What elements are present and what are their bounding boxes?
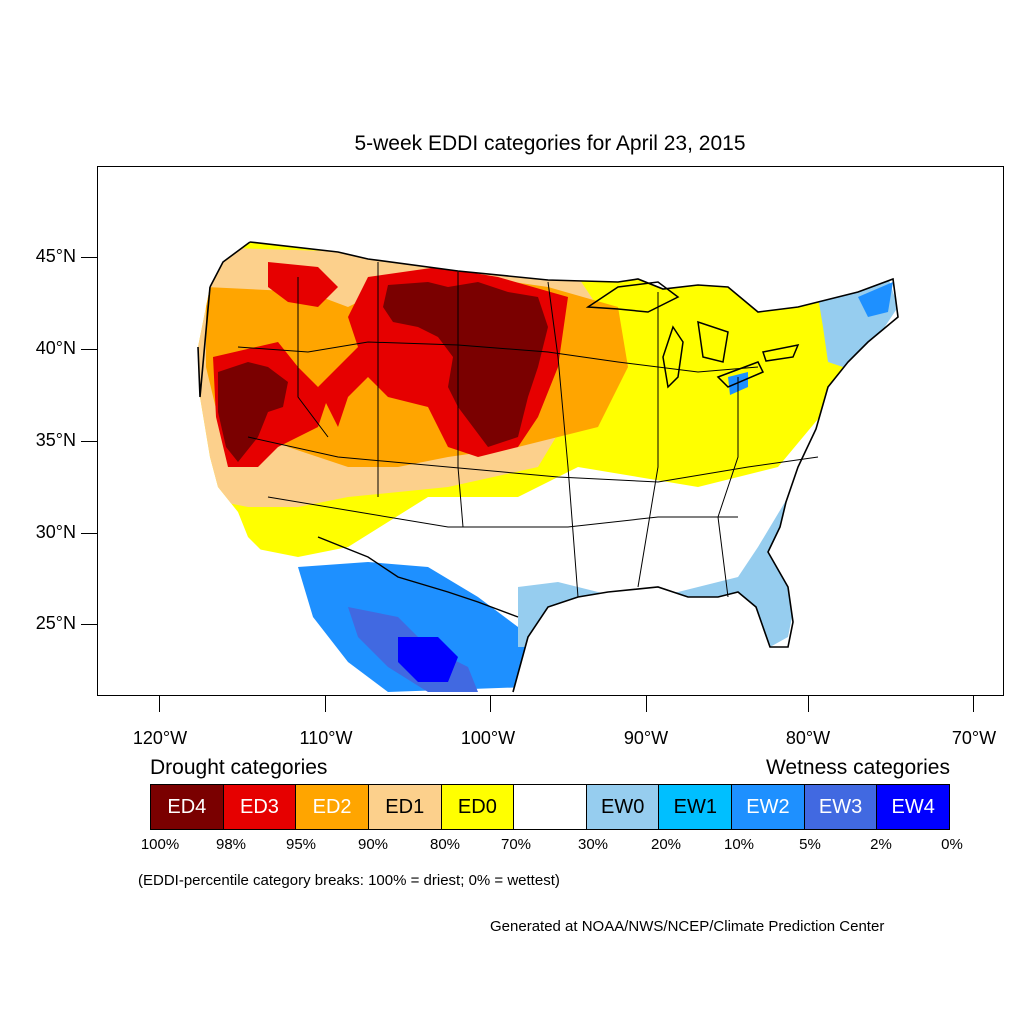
swatch-ew2: EW2 bbox=[732, 785, 805, 829]
lake-ontario bbox=[762, 343, 800, 362]
category-fill bbox=[198, 242, 898, 692]
lon-tick-110 bbox=[325, 696, 326, 712]
drought-heading: Drought categories bbox=[150, 756, 328, 779]
swatch-ed2: ED2 bbox=[296, 785, 369, 829]
great-lakes bbox=[585, 281, 800, 389]
category-note: (EDDI-percentile category breaks: 100% =… bbox=[138, 872, 560, 889]
state-line-3 bbox=[267, 496, 738, 528]
state-line-1 bbox=[237, 341, 759, 373]
break-label: 95% bbox=[285, 836, 317, 853]
lon-label-100: 100°W bbox=[460, 728, 516, 748]
state-line-9 bbox=[717, 377, 739, 598]
lake-michigan bbox=[662, 325, 684, 389]
ew2-mexico bbox=[298, 562, 538, 692]
coastline-northwest bbox=[209, 241, 251, 288]
ew4-mexico bbox=[398, 637, 458, 682]
break-label: 20% bbox=[650, 836, 682, 853]
lat-label-40: 40°N bbox=[35, 338, 76, 358]
lat-label-35: 35°N bbox=[35, 430, 76, 450]
break-label: 98% bbox=[215, 836, 247, 853]
lon-tick-70 bbox=[973, 696, 974, 712]
lake-huron bbox=[697, 320, 729, 363]
break-label: 10% bbox=[723, 836, 755, 853]
break-label: 70% bbox=[500, 836, 532, 853]
ed4-plains bbox=[383, 282, 548, 447]
ed3-northwest bbox=[268, 262, 338, 307]
break-label: 100% bbox=[140, 836, 180, 853]
swatch-ew3: EW3 bbox=[804, 785, 878, 829]
state-line-8 bbox=[637, 292, 659, 588]
lake-superior bbox=[585, 281, 680, 313]
swatch-neutral bbox=[514, 785, 587, 829]
coastline-west bbox=[197, 286, 211, 398]
lake-erie bbox=[716, 361, 765, 388]
coastline bbox=[249, 241, 899, 693]
state-line-7 bbox=[547, 281, 579, 598]
category-legend: ED4 ED3 ED2 ED1 ED0 EW0 EW1 EW2 EW3 EW4 bbox=[150, 784, 950, 830]
swatch-ed1: ED1 bbox=[368, 785, 442, 829]
swatch-ew0: EW0 bbox=[586, 785, 660, 829]
break-label: 2% bbox=[870, 836, 892, 853]
credit-line: Generated at NOAA/NWS/NCEP/Climate Predi… bbox=[490, 918, 885, 935]
ed4-nevada bbox=[218, 362, 288, 462]
mexico-border bbox=[317, 536, 519, 618]
swatch-ed3: ED3 bbox=[223, 785, 297, 829]
swatch-ed4: ED4 bbox=[151, 785, 224, 829]
wetness-heading: Wetness categories bbox=[765, 756, 950, 779]
lon-tick-90 bbox=[646, 696, 647, 712]
map-panel bbox=[97, 166, 1004, 696]
lat-label-25: 25°N bbox=[35, 613, 76, 633]
state-line-6 bbox=[457, 272, 464, 528]
eddi-map bbox=[197, 241, 899, 693]
lon-tick-80 bbox=[808, 696, 809, 712]
ew2-maine bbox=[858, 282, 893, 317]
lat-label-30: 30°N bbox=[35, 522, 76, 542]
lon-label-120: 120°W bbox=[132, 728, 188, 748]
lon-tick-120 bbox=[159, 696, 160, 712]
lon-label-70: 70°W bbox=[951, 728, 997, 748]
lon-label-90: 90°W bbox=[623, 728, 669, 748]
break-label: 30% bbox=[577, 836, 609, 853]
lat-tick-25 bbox=[81, 624, 97, 625]
swatch-ew4: EW4 bbox=[877, 785, 950, 829]
lon-tick-100 bbox=[490, 696, 491, 712]
lon-label-80: 80°W bbox=[785, 728, 831, 748]
break-label: 90% bbox=[357, 836, 389, 853]
state-line-2 bbox=[247, 436, 819, 483]
break-label: 0% bbox=[941, 836, 963, 853]
lat-tick-40 bbox=[81, 349, 97, 350]
chart-title: 5-week EDDI categories for April 23, 201… bbox=[354, 132, 746, 155]
lon-label-110: 110°W bbox=[299, 728, 353, 748]
break-label: 80% bbox=[429, 836, 461, 853]
break-label: 5% bbox=[799, 836, 821, 853]
state-line-4 bbox=[297, 277, 329, 438]
swatch-ed0: ED0 bbox=[441, 785, 515, 829]
swatch-ew1: EW1 bbox=[659, 785, 733, 829]
boundaries bbox=[197, 241, 899, 693]
lat-tick-35 bbox=[81, 441, 97, 442]
lat-tick-45 bbox=[81, 257, 97, 258]
lat-tick-30 bbox=[81, 533, 97, 534]
lat-label-45: 45°N bbox=[35, 246, 76, 266]
